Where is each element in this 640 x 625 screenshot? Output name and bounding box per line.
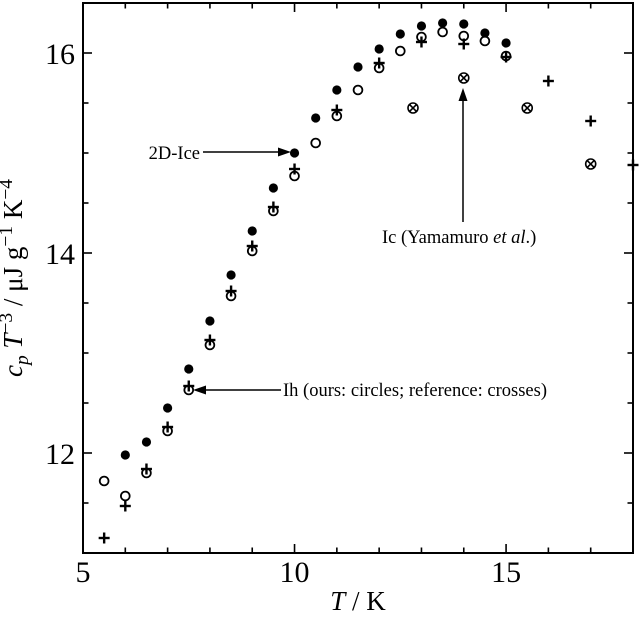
data-point-marker xyxy=(459,74,468,82)
data-point-marker xyxy=(205,316,215,326)
data-point-marker xyxy=(332,85,342,95)
y-tick-label: 16 xyxy=(45,38,75,71)
data-point-marker xyxy=(311,113,321,123)
data-point-marker xyxy=(98,475,110,487)
annotation-arrow-head xyxy=(278,147,291,157)
axis-ticks xyxy=(83,3,633,553)
data-point-marker xyxy=(480,28,490,38)
data-point-marker xyxy=(586,160,595,168)
data-point-marker xyxy=(409,104,417,112)
data-point-marker xyxy=(437,26,448,38)
series-ih-reference xyxy=(98,36,639,544)
data-point-marker xyxy=(247,226,257,236)
data-point-marker xyxy=(374,44,384,54)
annotation-ic-yamamuro: Ic (Yamamuro et al.) xyxy=(382,88,536,248)
annotation-label: Ic (Yamamuro et al.) xyxy=(382,228,536,248)
series-ic-yamamuro-et-al xyxy=(407,72,597,170)
annotation-2d-ice: 2D-Ice xyxy=(149,144,291,164)
y-tick-label: 14 xyxy=(45,238,75,271)
x-tick-label: 10 xyxy=(280,556,310,589)
annotation-arrow-head xyxy=(193,385,206,395)
annotation-ih-series: Ih (ours: circles; reference: crosses) xyxy=(193,381,547,401)
annotation-label: Ih (ours: circles; reference: crosses) xyxy=(283,381,547,401)
x-tick-label: 15 xyxy=(491,556,521,589)
data-point-marker xyxy=(163,403,173,413)
data-point-marker xyxy=(226,270,236,280)
data-point-marker xyxy=(459,19,469,29)
data-point-marker xyxy=(120,450,130,460)
plot-frame xyxy=(82,2,634,554)
data-point-marker xyxy=(289,148,300,158)
data-point-marker xyxy=(395,45,406,57)
y-tick-label: 12 xyxy=(45,438,75,471)
data-point-marker xyxy=(416,21,427,31)
x-axis-title: T / K xyxy=(330,586,386,616)
data-point-marker xyxy=(395,29,405,39)
data-point-marker xyxy=(501,38,511,48)
data-point-marker xyxy=(120,490,131,502)
data-point-marker xyxy=(353,62,363,72)
annotation-label: 2D-Ice xyxy=(149,144,200,164)
data-point-marker xyxy=(352,84,364,96)
data-point-marker xyxy=(479,35,491,47)
data-point-marker xyxy=(141,437,152,447)
data-point-marker xyxy=(268,183,278,193)
data-point-marker xyxy=(310,137,321,149)
series-2d-ice xyxy=(120,18,511,460)
data-point-marker xyxy=(523,104,532,112)
y-axis-title: cp T−3 / μJ g−1 K−4 xyxy=(0,179,33,377)
x-tick-label: 5 xyxy=(76,556,91,589)
data-point-marker xyxy=(438,18,448,28)
annotation-arrow-head xyxy=(458,88,468,101)
data-point-marker xyxy=(184,364,194,374)
